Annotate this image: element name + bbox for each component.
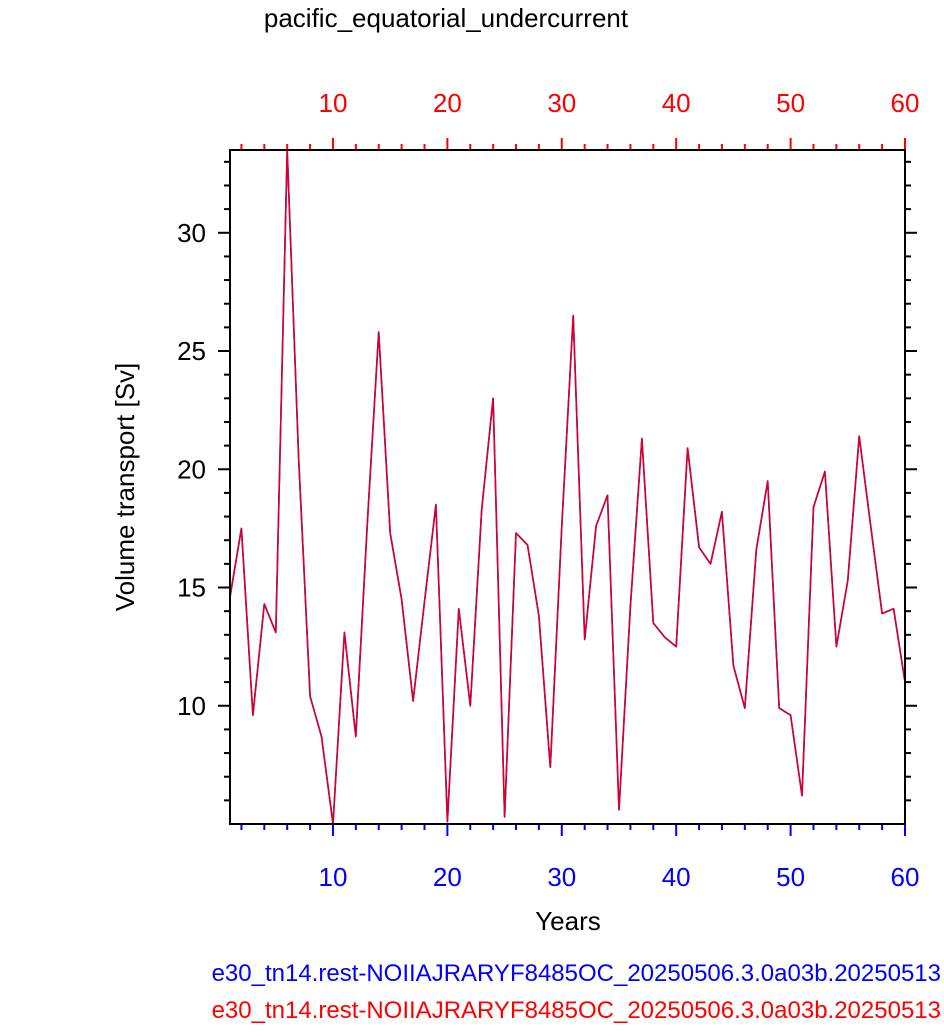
- x-bottom-tick-label: 40: [662, 862, 691, 892]
- axes-layer: 10 10 20 20 30 30 40 40 50 50 60 60 10 15 20 25 30: [177, 88, 919, 892]
- x-top-tick-label: 10: [319, 88, 348, 118]
- x-top-tick-label: 40: [662, 88, 691, 118]
- x-bottom-tick-label: 20: [433, 862, 462, 892]
- x-top-tick-label: 50: [776, 88, 805, 118]
- x-bottom-tick-label: 50: [776, 862, 805, 892]
- plot-frame: [229, 149, 906, 825]
- y-tick-label: 20: [177, 454, 206, 484]
- series-layer: [229, 149, 906, 825]
- y-tick-label: 30: [177, 218, 206, 248]
- x-top-tick-label: 30: [547, 88, 576, 118]
- chart-title: pacific_equatorial_undercurrent: [264, 3, 629, 33]
- caption-blue: e30_tn14.rest-NOIIAJRARYF8485OC_20250506…: [212, 960, 941, 987]
- y-tick-label: 10: [177, 691, 206, 721]
- x-top-tick-label: 60: [891, 88, 920, 118]
- x-bottom-tick-label: 30: [547, 862, 576, 892]
- x-axis-label: Years: [535, 906, 601, 936]
- x-top-tick-label: 20: [433, 88, 462, 118]
- y-tick-label: 15: [177, 573, 206, 603]
- y-tick-label: 25: [177, 336, 206, 366]
- caption-red: e30_tn14.rest-NOIIAJRARYF8485OC_20250506…: [212, 997, 941, 1024]
- x-bottom-tick-label: 10: [319, 862, 348, 892]
- y-axis-label: Volume transport [Sv]: [110, 363, 140, 612]
- series-line-red: [229, 149, 906, 825]
- x-bottom-tick-label: 60: [891, 862, 920, 892]
- series-line-blue: [229, 149, 906, 825]
